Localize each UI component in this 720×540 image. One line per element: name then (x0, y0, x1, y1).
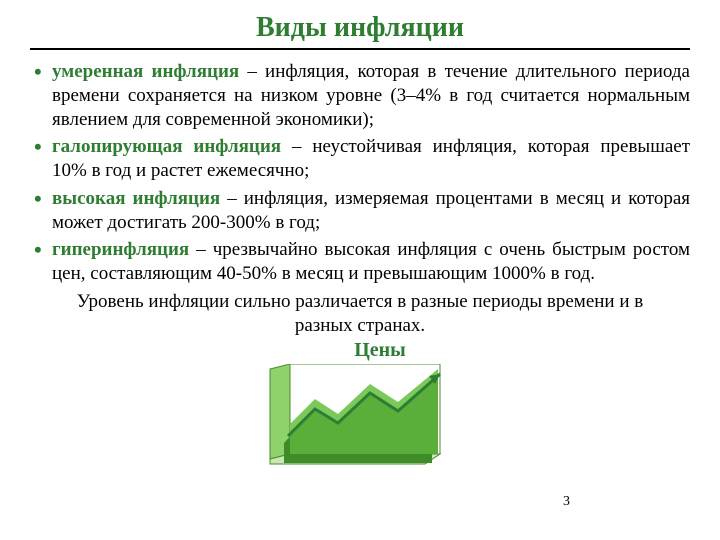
chart-label: Цены (354, 339, 406, 362)
title-divider (30, 48, 690, 50)
note-text: Уровень инфляции сильно различается в ра… (70, 290, 650, 338)
term-text: высокая инфляция (52, 188, 220, 209)
list-item: галопирующая инфляция – неустойчивая инф… (30, 135, 690, 183)
bullet-list: умеренная инфляция – инфляция, которая в… (30, 60, 690, 286)
page-title: Виды инфляции (30, 12, 690, 44)
term-text: гиперинфляция (52, 239, 189, 260)
page-number: 3 (563, 494, 570, 510)
list-item: высокая инфляция – инфляция, измеряемая … (30, 187, 690, 235)
slide-container: Виды инфляции умеренная инфляция – инфля… (0, 0, 720, 540)
chart-container: Цены (30, 339, 690, 474)
growth-chart-icon (260, 364, 460, 474)
list-item: умеренная инфляция – инфляция, которая в… (30, 60, 690, 131)
term-text: умеренная инфляция (52, 61, 239, 82)
list-item: гиперинфляция – чрезвычайно высокая инфл… (30, 238, 690, 286)
term-text: галопирующая инфляция (52, 136, 281, 157)
